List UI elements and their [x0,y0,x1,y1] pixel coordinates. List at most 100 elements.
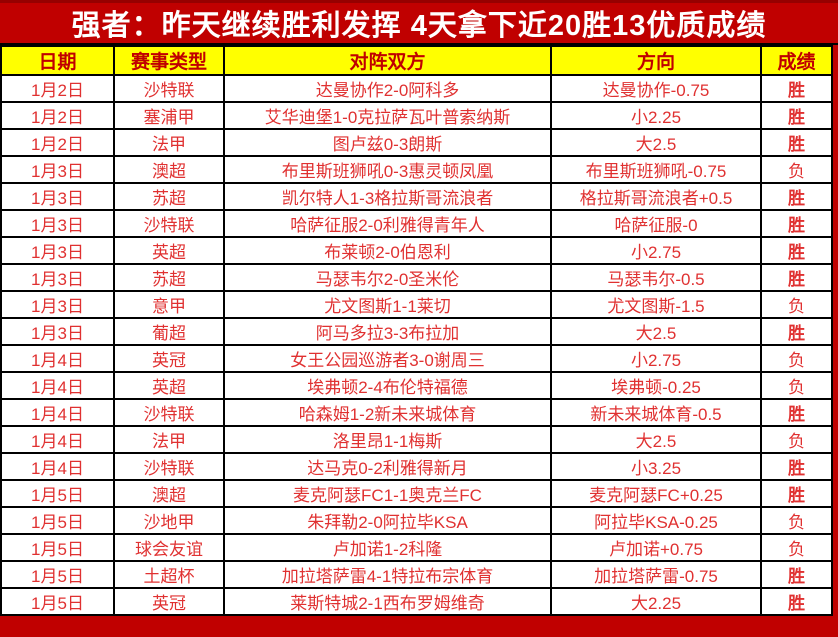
direction-cell: 埃弗顿-0.25 [550,371,762,400]
matchup-cell: 卢加诺1-2科隆 [223,533,552,562]
date-cell: 1月3日 [0,155,115,184]
direction-cell: 马瑟韦尔-0.5 [550,263,762,292]
league-cell: 英超 [113,371,225,400]
date-cell: 1月4日 [0,398,115,427]
direction-cell: 麦克阿瑟FC+0.25 [550,479,762,508]
title-banner: 强者：昨天继续胜利发挥 4天拿下近20胜13优质成绩 [0,0,838,45]
matchup-cell: 达马克0-2利雅得新月 [223,452,552,481]
results-table: 日期 赛事类型 对阵双方 方向 成绩 1月2日 沙特联 达曼协作2-0阿科多 达… [0,45,833,616]
matchup-cell: 埃弗顿2-4布伦特福德 [223,371,552,400]
table-row: 1月3日 英超 布莱顿2-0伯恩利 小2.75 胜 [0,236,833,265]
date-cell: 1月5日 [0,560,115,589]
result-cell: 胜 [760,398,833,427]
matchup-cell: 女王公园巡游者3-0谢周三 [223,344,552,373]
table-row: 1月5日 英冠 莱斯特城2-1西布罗姆维奇 大2.25 胜 [0,587,833,616]
direction-cell: 新未来城体育-0.5 [550,398,762,427]
table-row: 1月2日 沙特联 达曼协作2-0阿科多 达曼协作-0.75 胜 [0,74,833,103]
matchup-cell: 洛里昂1-1梅斯 [223,425,552,454]
league-cell: 沙地甲 [113,506,225,535]
matchup-cell: 布里斯班狮吼0-3惠灵顿凤凰 [223,155,552,184]
result-cell: 负 [760,533,833,562]
table-row: 1月3日 意甲 尤文图斯1-1莱切 尤文图斯-1.5 负 [0,290,833,319]
header-league: 赛事类型 [113,45,225,76]
direction-cell: 小3.25 [550,452,762,481]
date-cell: 1月5日 [0,587,115,616]
league-cell: 沙特联 [113,209,225,238]
direction-cell: 达曼协作-0.75 [550,74,762,103]
date-cell: 1月4日 [0,344,115,373]
league-cell: 葡超 [113,317,225,346]
matchup-cell: 尤文图斯1-1莱切 [223,290,552,319]
direction-cell: 小2.25 [550,101,762,130]
header-result: 成绩 [760,45,833,76]
table-row: 1月3日 沙特联 哈萨征服2-0利雅得青年人 哈萨征服-0 胜 [0,209,833,238]
matchup-cell: 加拉塔萨雷4-1特拉布宗体育 [223,560,552,589]
league-cell: 澳超 [113,155,225,184]
table-row: 1月3日 葡超 阿马多拉3-3布拉加 大2.5 胜 [0,317,833,346]
matchup-cell: 图卢兹0-3朗斯 [223,128,552,157]
direction-cell: 尤文图斯-1.5 [550,290,762,319]
date-cell: 1月2日 [0,101,115,130]
result-cell: 胜 [760,560,833,589]
result-cell: 胜 [760,236,833,265]
matchup-cell: 哈森姆1-2新未来城体育 [223,398,552,427]
direction-cell: 小2.75 [550,344,762,373]
league-cell: 法甲 [113,425,225,454]
table-row: 1月2日 法甲 图卢兹0-3朗斯 大2.5 胜 [0,128,833,157]
table-row: 1月5日 澳超 麦克阿瑟FC1-1奥克兰FC 麦克阿瑟FC+0.25 胜 [0,479,833,508]
table-row: 1月3日 苏超 马瑟韦尔2-0圣米伦 马瑟韦尔-0.5 胜 [0,263,833,292]
date-cell: 1月4日 [0,371,115,400]
table-row: 1月4日 英冠 女王公园巡游者3-0谢周三 小2.75 负 [0,344,833,373]
league-cell: 塞浦甲 [113,101,225,130]
matchup-cell: 麦克阿瑟FC1-1奥克兰FC [223,479,552,508]
table-row: 1月5日 球会友谊 卢加诺1-2科隆 卢加诺+0.75 负 [0,533,833,562]
result-cell: 负 [760,290,833,319]
league-cell: 英超 [113,236,225,265]
matchup-cell: 马瑟韦尔2-0圣米伦 [223,263,552,292]
matchup-cell: 达曼协作2-0阿科多 [223,74,552,103]
date-cell: 1月5日 [0,533,115,562]
direction-cell: 加拉塔萨雷-0.75 [550,560,762,589]
table-row: 1月4日 沙特联 达马克0-2利雅得新月 小3.25 胜 [0,452,833,481]
result-cell: 胜 [760,128,833,157]
table-row: 1月5日 土超杯 加拉塔萨雷4-1特拉布宗体育 加拉塔萨雷-0.75 胜 [0,560,833,589]
matchup-cell: 凯尔特人1-3格拉斯哥流浪者 [223,182,552,211]
table-row: 1月4日 英超 埃弗顿2-4布伦特福德 埃弗顿-0.25 负 [0,371,833,400]
results-table-header: 日期 赛事类型 对阵双方 方向 成绩 [0,45,833,76]
date-cell: 1月2日 [0,74,115,103]
matchup-cell: 哈萨征服2-0利雅得青年人 [223,209,552,238]
result-cell: 胜 [760,182,833,211]
result-cell: 负 [760,155,833,184]
league-cell: 英冠 [113,587,225,616]
date-cell: 1月5日 [0,479,115,508]
direction-cell: 布里斯班狮吼-0.75 [550,155,762,184]
matchup-cell: 艾华迪堡1-0克拉萨瓦叶普索纳斯 [223,101,552,130]
header-direction: 方向 [550,45,762,76]
direction-cell: 卢加诺+0.75 [550,533,762,562]
league-cell: 球会友谊 [113,533,225,562]
league-cell: 意甲 [113,290,225,319]
result-cell: 胜 [760,209,833,238]
date-cell: 1月4日 [0,425,115,454]
result-cell: 胜 [760,587,833,616]
result-cell: 胜 [760,101,833,130]
league-cell: 法甲 [113,128,225,157]
league-cell: 沙特联 [113,452,225,481]
table-row: 1月5日 沙地甲 朱拜勒2-0阿拉毕KSA 阿拉毕KSA-0.25 负 [0,506,833,535]
matchup-cell: 莱斯特城2-1西布罗姆维奇 [223,587,552,616]
date-cell: 1月3日 [0,182,115,211]
direction-cell: 大2.25 [550,587,762,616]
result-cell: 负 [760,371,833,400]
result-cell: 胜 [760,263,833,292]
league-cell: 沙特联 [113,74,225,103]
direction-cell: 大2.5 [550,317,762,346]
direction-cell: 小2.75 [550,236,762,265]
date-cell: 1月2日 [0,128,115,157]
page-title: 强者：昨天继续胜利发挥 4天拿下近20胜13优质成绩 [71,10,767,42]
result-cell: 胜 [760,317,833,346]
results-tbody: 1月2日 沙特联 达曼协作2-0阿科多 达曼协作-0.75 胜 1月2日 塞浦甲… [0,74,833,616]
date-cell: 1月3日 [0,236,115,265]
league-cell: 沙特联 [113,398,225,427]
table-row: 1月4日 沙特联 哈森姆1-2新未来城体育 新未来城体育-0.5 胜 [0,398,833,427]
table-row: 1月3日 澳超 布里斯班狮吼0-3惠灵顿凤凰 布里斯班狮吼-0.75 负 [0,155,833,184]
